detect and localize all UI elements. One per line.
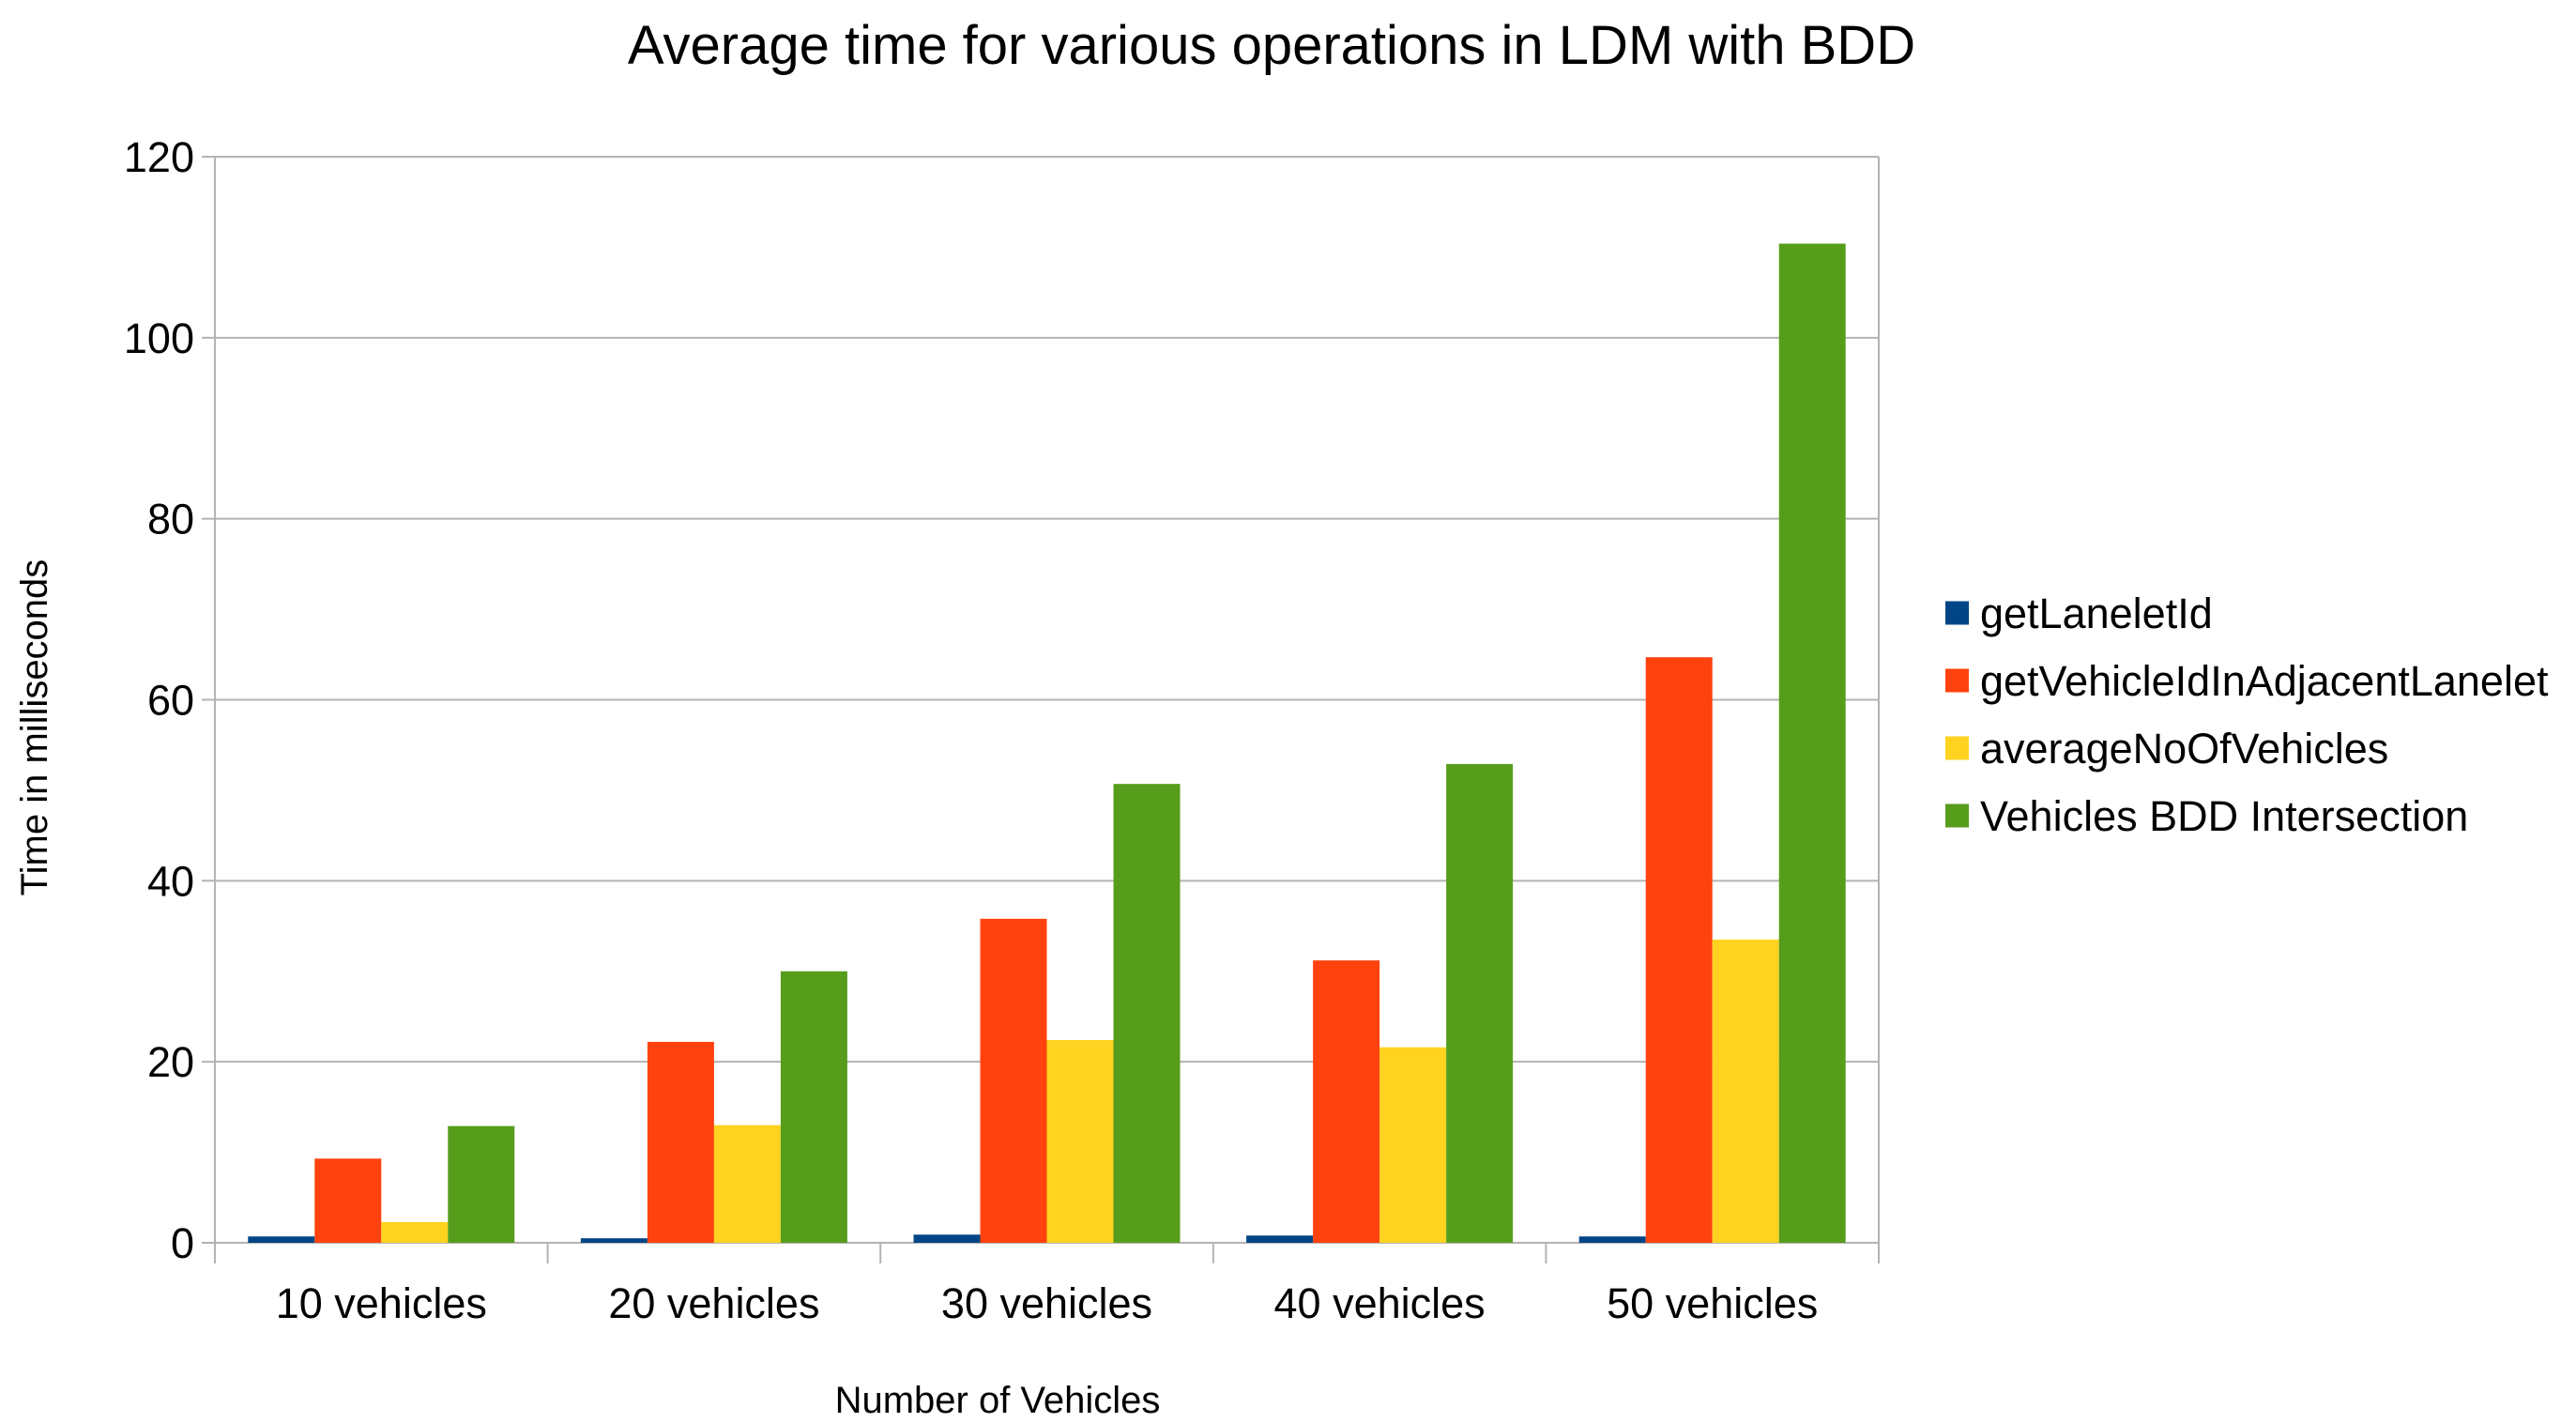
bars [248,243,1846,1243]
bar [780,971,847,1243]
legend-swatch [1945,803,1969,828]
bar [448,1125,515,1243]
bar [1712,940,1779,1243]
x-tick-label: 10 vehicles [276,1279,487,1327]
x-tick-label: 30 vehicles [941,1279,1152,1327]
y-tick-label: 120 [124,133,194,181]
y-tick-label: 80 [147,496,194,543]
y-tick-label: 0 [171,1219,194,1267]
y-tick-label: 40 [147,857,194,905]
bar [1379,1047,1447,1243]
y-tick-label: 20 [147,1038,194,1086]
legend-label: averageNoOfVehicles [1980,725,2388,773]
y-tick-labels: 0 20 40 60 80 100 120 [124,133,194,1267]
axes [202,156,1880,1263]
bar [1446,763,1514,1243]
x-tick-label: 40 vehicles [1274,1279,1486,1327]
bar [647,1041,714,1243]
bar [1046,1040,1114,1243]
bar [713,1125,781,1243]
legend-swatch [1945,668,1969,693]
x-tick-label: 50 vehicles [1607,1279,1818,1327]
bar [381,1221,449,1243]
chart-title: Average time for various operations in L… [628,15,1915,76]
x-axis-title: Number of Vehicles [835,1380,1161,1421]
bar [1313,960,1380,1243]
legend-label: Vehicles BDD Intersection [1980,792,2468,840]
x-tick-labels: 10 vehicles 20 vehicles 30 vehicles 40 vehi… [276,1279,1819,1327]
legend: getLaneletId getVehicleIdInAdjacentLanele… [1945,589,2549,840]
bar [580,1238,648,1243]
y-tick-label: 60 [147,677,194,725]
bar [248,1236,315,1243]
legend-label: getLaneletId [1980,589,2213,637]
legend-swatch [1945,736,1969,760]
bar [1645,657,1713,1243]
bar [1113,784,1181,1243]
bar [913,1234,981,1243]
bar [1246,1235,1314,1243]
y-tick-label: 100 [124,314,194,362]
bar [1778,243,1846,1243]
legend-label: getVehicleIdInAdjacentLanelet [1980,657,2549,705]
x-tick-label: 20 vehicles [608,1279,819,1327]
bar [314,1158,382,1243]
legend-swatch [1945,601,1969,625]
grid [215,156,1879,1244]
bar [980,918,1047,1243]
y-axis-title: Time in milliseconds [14,559,55,896]
bar [1578,1236,1646,1243]
